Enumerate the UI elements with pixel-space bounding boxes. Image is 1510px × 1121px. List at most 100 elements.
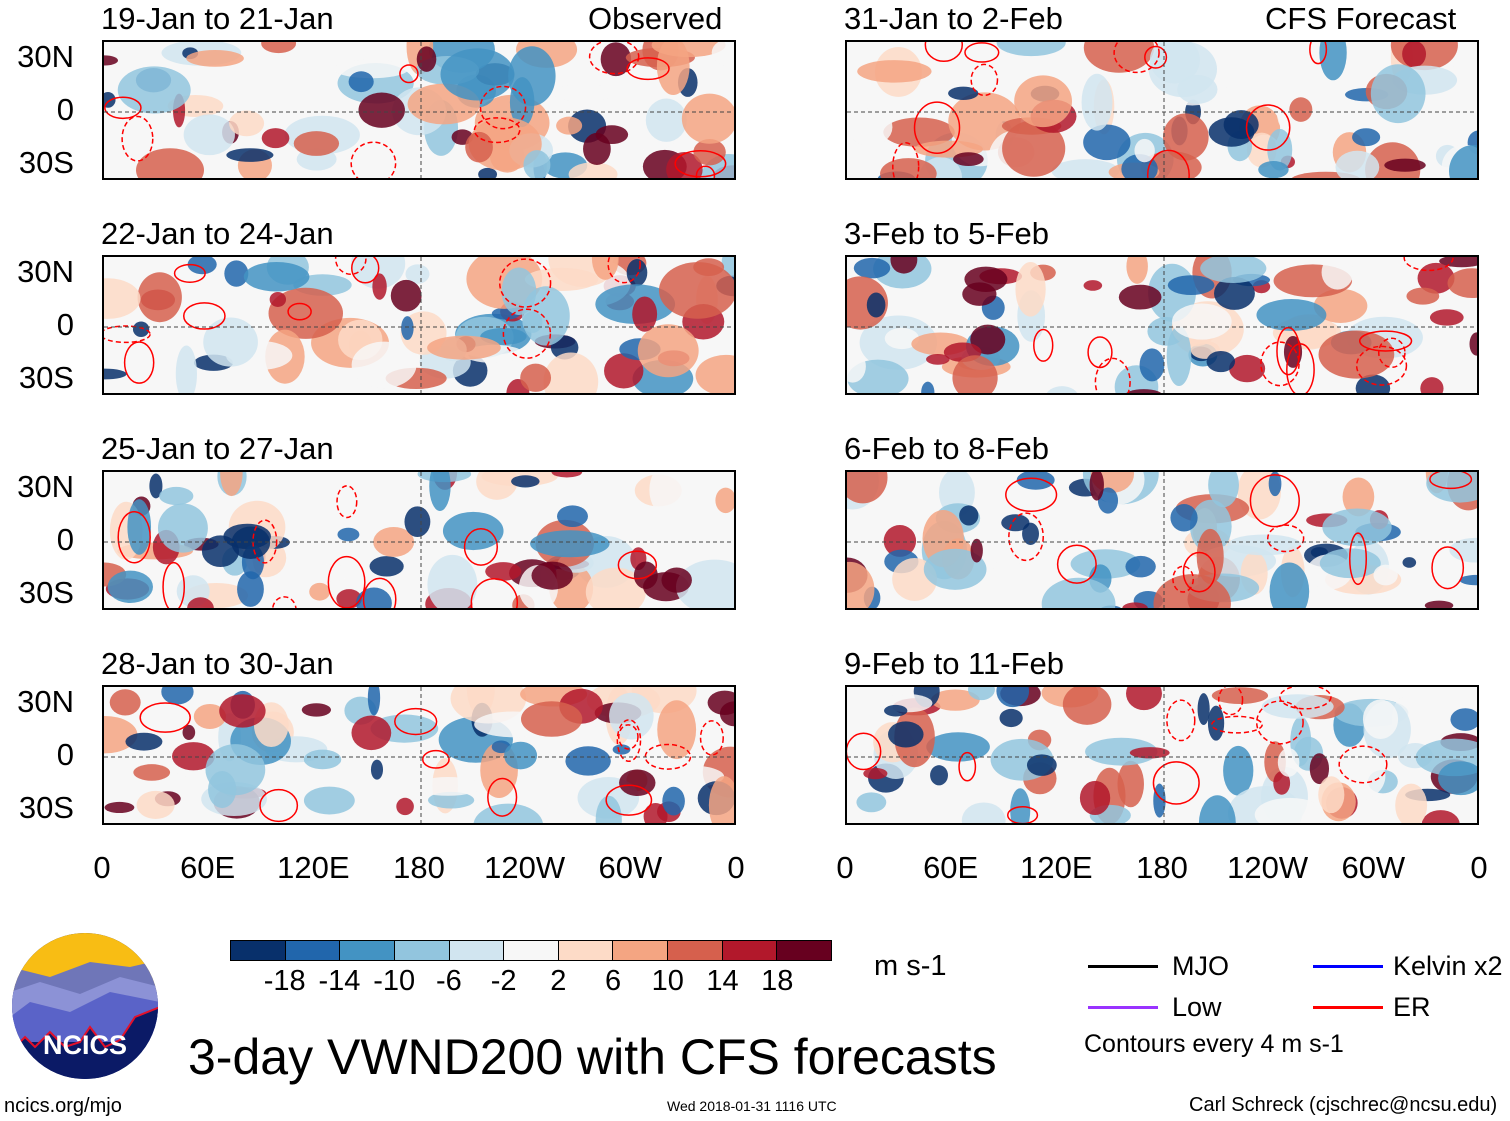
wind-anomaly-blob bbox=[401, 316, 414, 341]
wind-anomaly-blob bbox=[390, 279, 422, 312]
wind-anomaly-blob bbox=[604, 353, 644, 389]
wind-anomaly-blob bbox=[632, 296, 658, 332]
legend-mjo: MJO bbox=[1172, 951, 1229, 981]
wind-anomaly-blob bbox=[187, 597, 214, 608]
er-contour bbox=[644, 743, 692, 770]
footer-url[interactable]: ncics.org/mjo bbox=[4, 1095, 122, 1117]
er-contour bbox=[463, 528, 499, 566]
wind-anomaly-blob bbox=[1313, 288, 1368, 323]
wind-anomaly-blob bbox=[568, 162, 618, 178]
wind-anomaly-blob bbox=[1268, 472, 1282, 497]
colorbar-tick-label: 10 bbox=[651, 965, 684, 997]
wind-anomaly-blob bbox=[524, 267, 599, 291]
latitude-label: 30N bbox=[17, 254, 74, 289]
wind-anomaly-blob bbox=[478, 167, 498, 178]
wind-anomaly-blob bbox=[1229, 354, 1266, 383]
wind-anomaly-blob bbox=[219, 694, 266, 728]
wind-anomaly-blob bbox=[556, 116, 583, 135]
wind-anomaly-blob bbox=[523, 150, 551, 178]
wind-anomaly-blob bbox=[369, 556, 404, 577]
wind-anomaly-blob bbox=[370, 759, 384, 780]
wind-anomaly-blob bbox=[930, 689, 980, 711]
contour-note: Contours every 4 m s-1 bbox=[1084, 1030, 1344, 1058]
longitude-label: 60E bbox=[180, 850, 236, 885]
wind-anomaly-blob bbox=[396, 797, 414, 816]
panel-title: 9-Feb to 11-Feb bbox=[844, 646, 1064, 681]
wind-anomaly-blob bbox=[1198, 795, 1236, 823]
latitude-label: 30N bbox=[17, 684, 74, 719]
er-contour bbox=[1309, 42, 1328, 65]
wind-anomaly-blob bbox=[231, 526, 271, 559]
wind-anomaly-blob bbox=[1207, 705, 1225, 741]
er-contour bbox=[121, 115, 154, 162]
wind-anomaly-blob bbox=[930, 765, 948, 786]
wind-anomaly-blob bbox=[1273, 771, 1291, 795]
wind-anomaly-blob bbox=[1256, 298, 1327, 332]
longitude-label: 180 bbox=[393, 850, 445, 885]
latitude-label: 30S bbox=[18, 145, 74, 180]
wind-anomaly-blob bbox=[1362, 699, 1399, 739]
wind-anomaly-blob bbox=[1227, 534, 1302, 556]
latitude-label: 0 bbox=[56, 307, 74, 342]
wind-anomaly-blob bbox=[1417, 262, 1455, 294]
er-contour bbox=[487, 777, 518, 817]
wind-anomaly-blob bbox=[959, 505, 979, 526]
wind-anomaly-blob bbox=[1214, 276, 1255, 310]
wind-anomaly-blob bbox=[695, 354, 734, 393]
colorbar-tick-label: 14 bbox=[706, 965, 739, 997]
er-contour bbox=[1166, 699, 1196, 742]
wind-anomaly-blob bbox=[1129, 747, 1170, 759]
wind-anomaly-blob bbox=[1277, 748, 1300, 777]
wind-anomaly-blob bbox=[609, 692, 654, 740]
wind-anomaly-blob bbox=[543, 352, 599, 393]
er-contour bbox=[1431, 546, 1465, 590]
wind-anomaly-blob bbox=[645, 98, 687, 142]
wind-anomaly-blob bbox=[476, 472, 518, 500]
wind-anomaly-blob bbox=[224, 260, 249, 287]
longitude-label: 0 bbox=[727, 850, 745, 885]
panel-title: 22-Jan to 24-Jan bbox=[101, 216, 334, 251]
er-contour bbox=[1182, 551, 1216, 593]
wind-anomaly-blob bbox=[104, 55, 118, 66]
wind-anomaly-blob bbox=[996, 687, 1030, 708]
wind-anomaly-blob bbox=[333, 59, 409, 79]
wind-anomaly-blob bbox=[1026, 754, 1057, 776]
wind-anomaly-blob bbox=[926, 732, 990, 762]
wind-anomaly-blob bbox=[183, 114, 235, 156]
wind-anomaly-blob bbox=[1083, 42, 1155, 73]
er-contour bbox=[892, 141, 920, 178]
colorbar-tick-label: 18 bbox=[761, 965, 794, 997]
wind-anomaly-blob bbox=[125, 732, 163, 751]
er-contour bbox=[272, 596, 297, 608]
wind-anomaly-blob bbox=[504, 741, 538, 770]
wind-anomaly-blob bbox=[1429, 309, 1464, 326]
legend-er-line bbox=[1313, 1006, 1383, 1009]
colorbar-swatch bbox=[558, 941, 614, 960]
wind-anomaly-blob bbox=[1172, 303, 1232, 340]
wind-anomaly-blob bbox=[186, 50, 244, 67]
colorbar-swatch bbox=[777, 941, 832, 960]
er-contour bbox=[1008, 512, 1044, 562]
wind-anomaly-blob bbox=[1258, 161, 1289, 178]
wind-anomaly-blob bbox=[999, 708, 1023, 728]
wind-anomaly-blob bbox=[157, 503, 208, 553]
wind-anomaly-blob bbox=[619, 769, 656, 797]
wind-anomaly-blob bbox=[136, 790, 175, 819]
er-contour bbox=[1094, 357, 1131, 393]
er-contour bbox=[1429, 472, 1473, 490]
wind-anomaly-blob bbox=[1015, 261, 1046, 317]
er-contour bbox=[674, 150, 727, 178]
wind-anomaly-blob bbox=[427, 335, 501, 360]
ncics-logo[interactable]: NCICS bbox=[10, 932, 160, 1080]
er-contour bbox=[259, 788, 299, 823]
wind-anomaly-blob bbox=[551, 84, 617, 102]
colorbar-tick-label: 6 bbox=[605, 965, 622, 997]
wind-anomaly-blob bbox=[1450, 708, 1477, 731]
longitude-label: 0 bbox=[836, 850, 854, 885]
wind-anomaly-blob bbox=[888, 721, 924, 748]
wind-anomaly-blob bbox=[1206, 350, 1236, 373]
er-contour bbox=[1113, 42, 1160, 74]
longitude-label: 120W bbox=[484, 850, 566, 885]
wind-anomaly-blob bbox=[302, 564, 353, 582]
er-contour bbox=[1146, 149, 1190, 178]
